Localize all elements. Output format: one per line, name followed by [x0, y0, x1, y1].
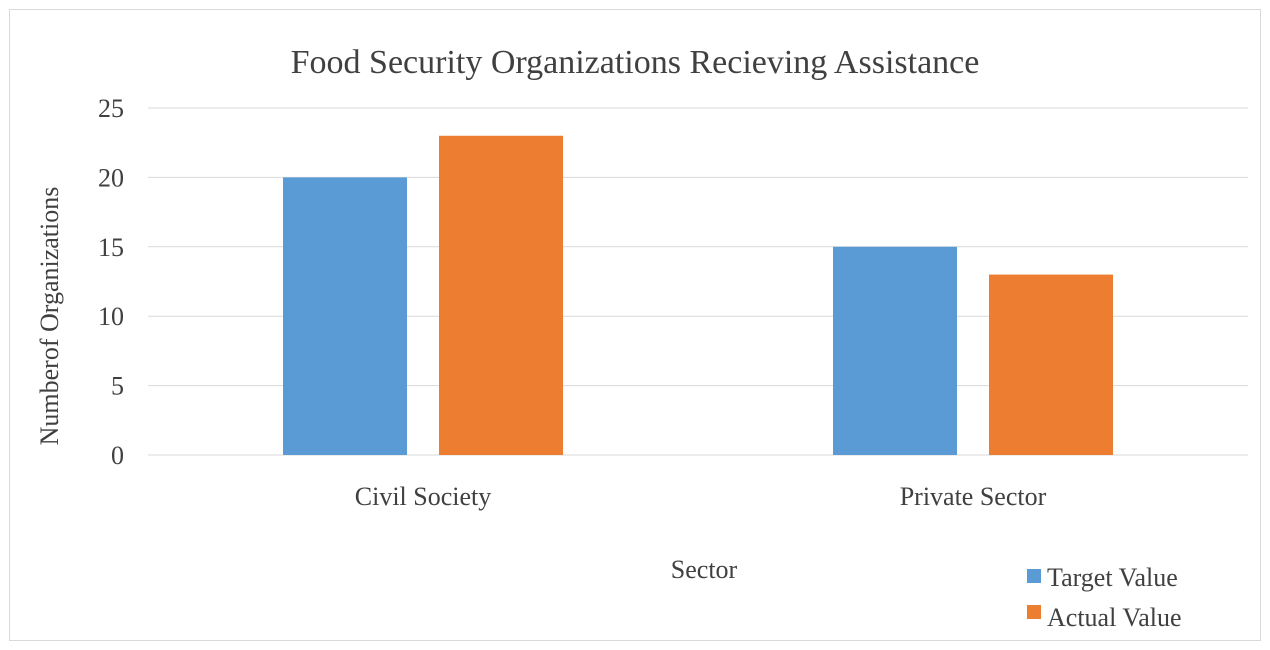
x-tick-label: Private Sector: [900, 482, 1047, 511]
y-tick-label: 15: [98, 233, 124, 262]
bars: [283, 135, 1113, 455]
y-tick-label: 10: [98, 302, 124, 331]
y-tick-label: 20: [98, 163, 124, 192]
x-tick-label: Civil Society: [355, 482, 492, 511]
y-tick-label: 5: [111, 372, 124, 401]
bar-actual-private-sector: [989, 274, 1113, 455]
bar-target-private-sector: [833, 246, 957, 455]
y-tick-label: 0: [111, 441, 124, 470]
bar-target-civil-society: [283, 177, 407, 455]
y-tick-labels: 0 5 10 15 20 25: [98, 94, 124, 470]
x-tick-labels: Civil Society Private Sector: [355, 482, 1047, 511]
y-axis-label: Numberof Organizations: [35, 187, 64, 446]
legend-label-actual: Actual Value: [1047, 603, 1182, 632]
chart-title: Food Security Organizations Recieving As…: [291, 44, 980, 81]
legend: Target Value Actual Value: [1027, 563, 1182, 632]
legend-swatch-actual: [1027, 605, 1041, 619]
x-axis-label: Sector: [671, 555, 738, 584]
bar-actual-civil-society: [439, 135, 563, 455]
y-tick-label: 25: [98, 94, 124, 123]
legend-swatch-target: [1027, 569, 1041, 583]
legend-label-target: Target Value: [1047, 563, 1178, 592]
